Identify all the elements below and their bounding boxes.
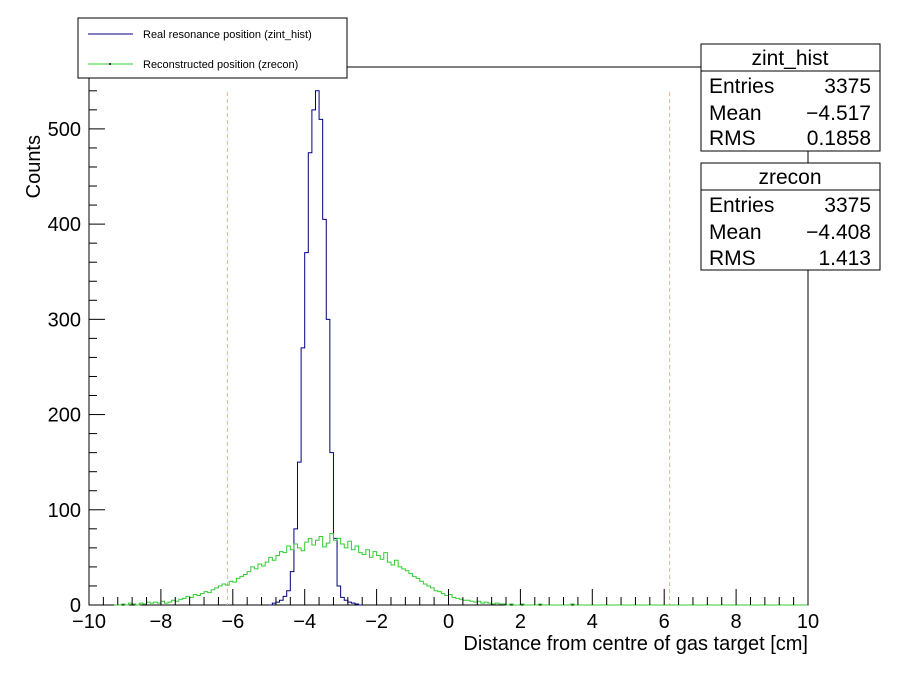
x-tick-label: 2 xyxy=(515,611,526,633)
x-tick-label: 8 xyxy=(731,611,742,633)
plot-frame xyxy=(88,66,809,606)
stat-zint-rms-value: 0.1858 xyxy=(807,127,871,150)
stat-box-zrecon: zrecon Entries 3375 Mean −4.408 RMS 1.41… xyxy=(700,162,881,271)
series-zint_hist xyxy=(268,90,363,606)
x-tick-label: 6 xyxy=(659,611,670,633)
x-tick-label: −4 xyxy=(293,611,316,633)
series-zrecon xyxy=(114,533,808,606)
legend-marker-zrecon xyxy=(109,63,111,65)
stat-zrecon-rms-value: 1.413 xyxy=(818,247,871,270)
x-tick-label: 0 xyxy=(443,611,454,633)
x-tick-label: 10 xyxy=(797,611,819,633)
stat-box-zint-frame xyxy=(700,43,881,152)
stat-box-zint-title: zint_hist xyxy=(751,47,828,70)
series-layer xyxy=(114,90,808,606)
stat-box-zint: zint_hist Entries 3375 Mean −4.517 RMS 0… xyxy=(700,43,881,152)
stat-zint-entries-value: 3375 xyxy=(824,75,871,98)
y-tick-label: 200 xyxy=(48,405,81,427)
x-axis-ticks: −10 −8 −6 −4 −2 0 2 4 6 8 10 xyxy=(72,589,819,633)
stat-zint-rms-label: RMS xyxy=(709,127,756,150)
y-axis-title: Counts xyxy=(23,135,45,198)
y-axis-ticks: 0 100 200 300 400 500 xyxy=(48,71,105,617)
stat-zrecon-entries-value: 3375 xyxy=(824,194,871,217)
legend-box xyxy=(77,17,348,79)
stat-zrecon-mean-value: −4.408 xyxy=(806,221,871,244)
stat-box-zrecon-title: zrecon xyxy=(758,166,821,189)
stat-zrecon-rms-label: RMS xyxy=(709,247,756,270)
x-tick-label: −6 xyxy=(221,611,244,633)
y-tick-label: 100 xyxy=(48,500,81,522)
x-tick-label: −2 xyxy=(365,611,388,633)
legend-label-zrecon: Reconstructed position (zrecon) xyxy=(143,59,298,71)
stat-zint-entries-label: Entries xyxy=(709,75,774,98)
stat-zrecon-mean-label: Mean xyxy=(709,221,762,244)
x-tick-label: 4 xyxy=(587,611,598,633)
x-axis-title: Distance from centre of gas target [cm] xyxy=(463,633,808,655)
stat-box-zrecon-frame xyxy=(700,162,881,271)
x-tick-label: −10 xyxy=(72,611,106,633)
y-tick-label: 300 xyxy=(48,309,81,331)
stat-zint-mean-label: Mean xyxy=(709,102,762,125)
x-tick-label: −8 xyxy=(149,611,172,633)
stat-zrecon-entries-label: Entries xyxy=(709,194,774,217)
y-tick-label: 0 xyxy=(70,595,81,617)
y-tick-label: 400 xyxy=(48,214,81,236)
legend-label-zint: Real resonance position (zint_hist) xyxy=(143,29,312,41)
y-tick-label: 500 xyxy=(48,119,81,141)
legend: Real resonance position (zint_hist) Reco… xyxy=(77,17,348,79)
stat-zint-mean-value: −4.517 xyxy=(806,102,871,125)
marker-lines xyxy=(226,92,671,605)
